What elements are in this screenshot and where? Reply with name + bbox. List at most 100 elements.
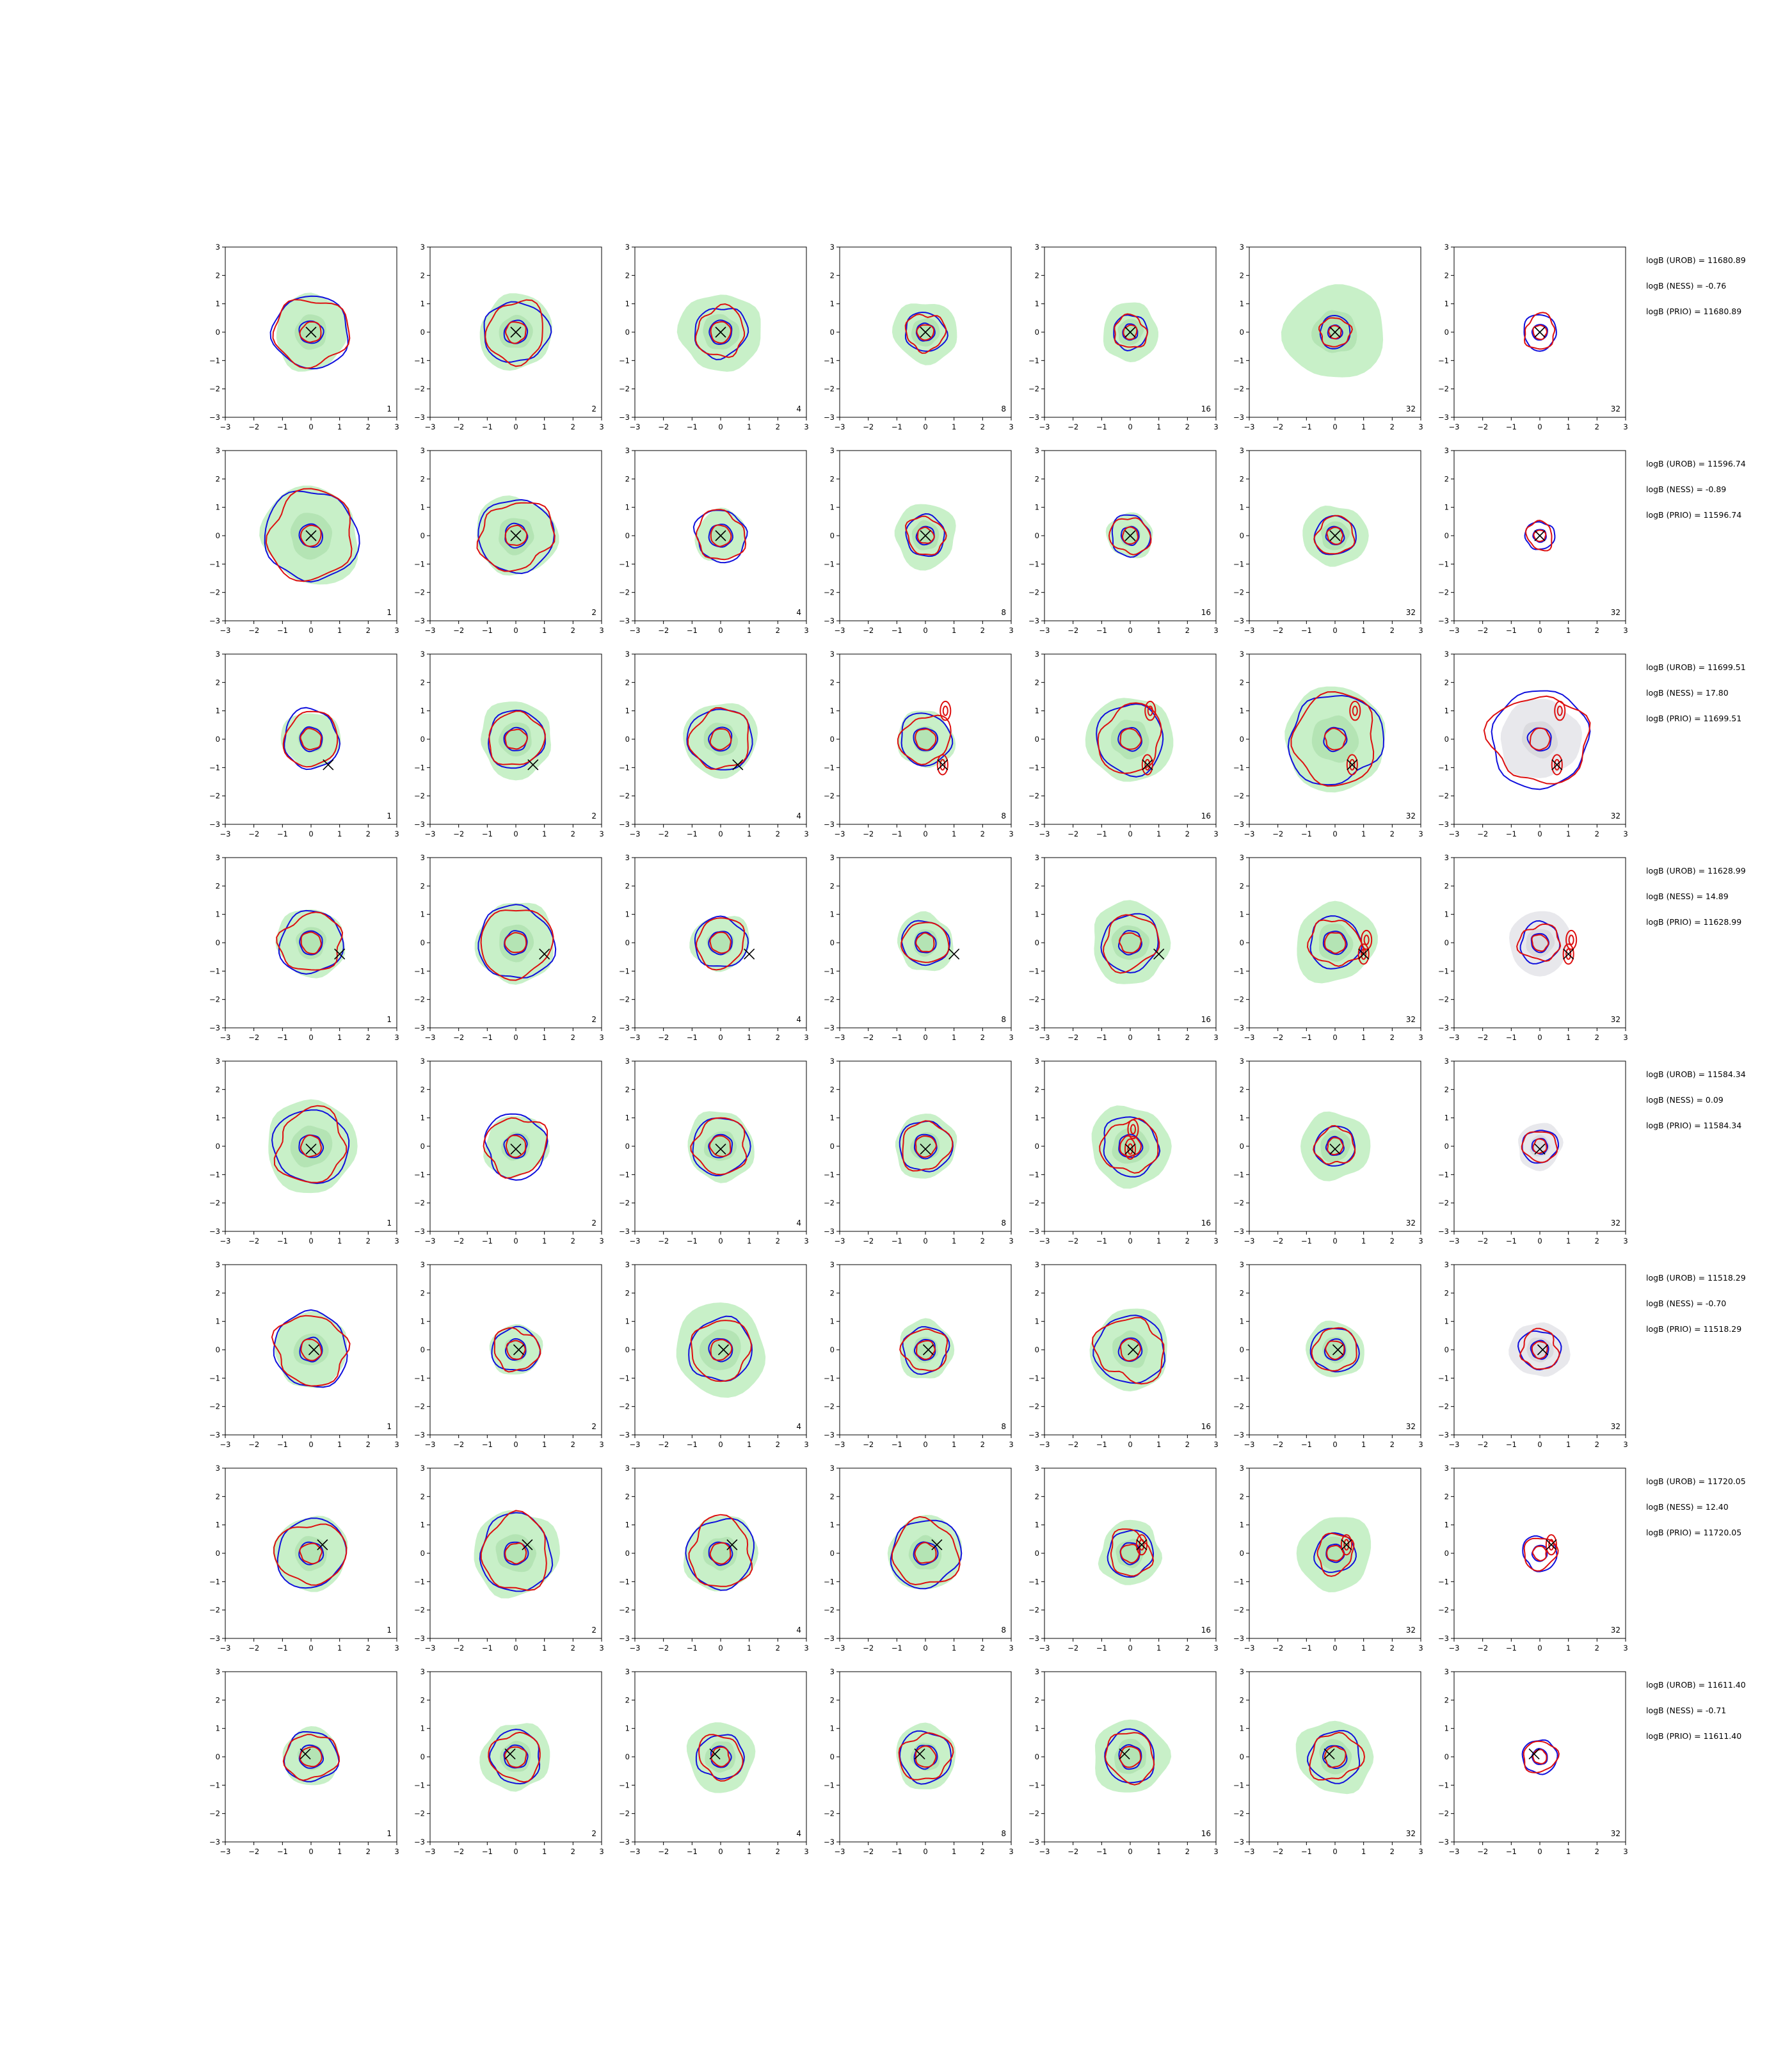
x-tick-label: 3 — [599, 1847, 604, 1856]
x-tick-label: 1 — [542, 422, 547, 431]
y-tick-label: −3 — [414, 1227, 425, 1236]
y-tick-label: 0 — [830, 1549, 835, 1558]
column-label: 32 — [1406, 1422, 1416, 1431]
column-label: 8 — [1001, 1829, 1006, 1838]
density-core — [1311, 715, 1359, 763]
y-tick-label: −1 — [1438, 1373, 1449, 1382]
x-tick-label: 1 — [1566, 626, 1571, 635]
x-tick-label: 0 — [1537, 1033, 1542, 1042]
y-tick-label: 1 — [625, 707, 630, 716]
x-tick-label: −3 — [1039, 829, 1050, 838]
x-tick-label: 0 — [718, 1033, 723, 1042]
x-tick-label: 1 — [1156, 626, 1161, 635]
true-location-marker — [937, 759, 948, 771]
y-tick-label: 3 — [216, 243, 220, 252]
true-location-marker — [922, 1344, 934, 1356]
true-location-marker — [300, 1748, 311, 1760]
x-tick-label: 1 — [1156, 1644, 1161, 1652]
outer-contour-red — [698, 1734, 744, 1782]
plot-area — [887, 1515, 963, 1590]
x-tick-label: 0 — [718, 422, 723, 431]
outer-contour-red — [1313, 515, 1356, 555]
x-tick-label: 3 — [1623, 1033, 1628, 1042]
x-tick-label: 2 — [1390, 422, 1395, 431]
true-location-marker — [1153, 948, 1165, 960]
column-label: 2 — [591, 1015, 596, 1024]
x-tick-label: −3 — [1449, 1440, 1460, 1449]
x-tick-label: 2 — [1390, 1236, 1395, 1245]
y-tick-label: −1 — [619, 1780, 630, 1789]
y-tick-label: 1 — [1035, 1317, 1039, 1326]
x-tick-label: 2 — [1185, 626, 1190, 635]
x-tick-label: −2 — [453, 626, 464, 635]
y-tick-label: −3 — [1233, 413, 1244, 422]
outer-contour-blue — [491, 1325, 541, 1372]
x-tick-label: 2 — [776, 1644, 780, 1652]
x-tick-label: 3 — [1623, 626, 1628, 635]
outer-contour-red — [1099, 1117, 1159, 1174]
y-tick-label: 0 — [420, 328, 425, 337]
x-tick-label: 0 — [1537, 1847, 1542, 1856]
outer-contour-red — [271, 1315, 351, 1387]
column-label: 1 — [387, 608, 392, 617]
true-location-marker — [527, 759, 539, 771]
x-tick-label: 3 — [804, 829, 808, 838]
y-tick-label: 0 — [1035, 328, 1039, 337]
y-tick-label: −2 — [414, 588, 425, 597]
x-tick-label: 0 — [923, 1644, 927, 1652]
plot-area — [282, 1726, 340, 1786]
plot-area — [897, 700, 956, 776]
y-tick-label: 3 — [625, 1260, 630, 1269]
y-tick-label: −1 — [1028, 1170, 1039, 1179]
row-4-stat-2: logB (NESS) = 14.89 — [1646, 892, 1729, 901]
y-tick-label: −1 — [414, 1373, 425, 1382]
y-tick-label: −1 — [1028, 559, 1039, 568]
y-tick-label: 3 — [216, 650, 220, 659]
x-tick-label: −2 — [658, 829, 669, 838]
true-location-marker — [1124, 530, 1136, 541]
plot-area — [686, 1722, 756, 1793]
y-tick-label: 2 — [1035, 1695, 1039, 1704]
true-location-marker — [510, 1143, 522, 1155]
inner-contour-blue — [1532, 529, 1547, 543]
y-tick-label: 3 — [1240, 1260, 1244, 1269]
y-tick-label: 3 — [1240, 853, 1244, 862]
x-tick-label: 2 — [776, 1440, 780, 1449]
inner-contour-blue — [1327, 324, 1343, 340]
y-tick-label: −1 — [619, 1170, 630, 1179]
y-tick-label: 3 — [830, 1057, 835, 1066]
outer-contour-red — [1524, 520, 1553, 552]
x-tick-label: −3 — [835, 1033, 845, 1042]
y-tick-label: 0 — [830, 1142, 835, 1151]
y-tick-label: 3 — [420, 650, 425, 659]
row-1-stat-3: logB (PRIO) = 11680.89 — [1646, 307, 1741, 316]
x-tick-label: −3 — [835, 1236, 845, 1245]
x-tick-label: −1 — [1096, 829, 1107, 838]
density-core — [298, 726, 324, 753]
density-core — [1110, 719, 1149, 760]
outer-contour-red — [1306, 919, 1364, 967]
outer-contour-red — [1091, 1316, 1165, 1385]
x-tick-label: −3 — [630, 1847, 641, 1856]
x-tick-label: −1 — [687, 1236, 698, 1245]
x-tick-label: −1 — [482, 1644, 493, 1652]
x-tick-label: 3 — [1213, 1440, 1218, 1449]
x-tick-label: 2 — [776, 422, 780, 431]
subplot-r3-c6: −3−3 −2 −2 −1 −1 0 0 1 1 2 2 3 3 32 — [1233, 650, 1423, 838]
x-tick-label: 0 — [513, 829, 518, 838]
y-tick-label: 0 — [216, 938, 220, 947]
mode-contour-red — [1144, 700, 1156, 721]
x-tick-label: −2 — [658, 422, 669, 431]
x-tick-label: −1 — [892, 626, 902, 635]
x-tick-label: −2 — [1272, 1440, 1283, 1449]
y-tick-label: 0 — [1240, 1142, 1244, 1151]
y-tick-label: −2 — [619, 1606, 630, 1615]
x-tick-label: 3 — [599, 1440, 604, 1449]
x-tick-label: 3 — [1623, 1236, 1628, 1245]
